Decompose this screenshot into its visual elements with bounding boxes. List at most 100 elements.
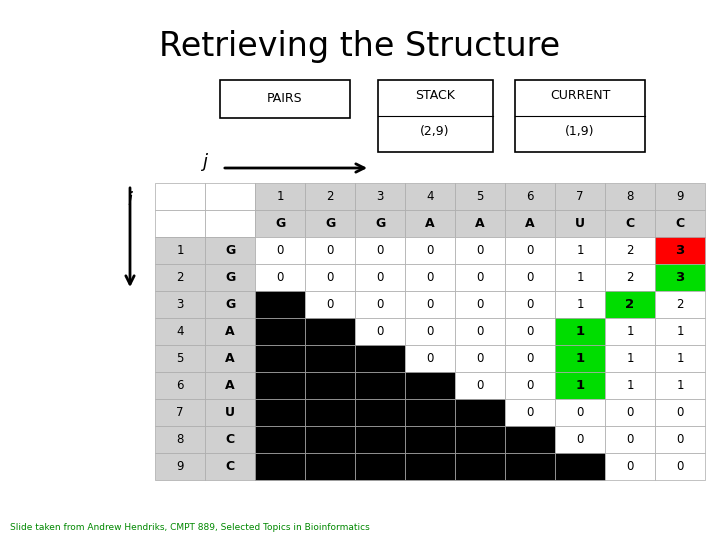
Text: 2: 2 — [626, 271, 634, 284]
Text: 0: 0 — [377, 271, 384, 284]
Bar — [205, 264, 255, 291]
Text: 0: 0 — [477, 325, 484, 338]
Bar — [155, 426, 205, 453]
Bar — [505, 291, 555, 318]
Bar — [555, 237, 605, 264]
Text: 0: 0 — [526, 406, 534, 419]
Bar — [655, 291, 705, 318]
Bar — [405, 372, 455, 399]
Bar — [355, 372, 405, 399]
Text: 0: 0 — [676, 406, 684, 419]
Bar — [405, 453, 455, 480]
Text: 0: 0 — [276, 244, 284, 257]
Bar — [555, 426, 605, 453]
Bar — [255, 453, 305, 480]
Text: 4: 4 — [426, 190, 433, 203]
Bar — [555, 399, 605, 426]
Bar — [155, 318, 205, 345]
Text: 2: 2 — [326, 190, 334, 203]
Bar — [405, 291, 455, 318]
Bar — [355, 237, 405, 264]
Text: 3: 3 — [377, 190, 384, 203]
Bar — [305, 237, 355, 264]
Text: A: A — [525, 217, 535, 230]
Text: 0: 0 — [626, 433, 634, 446]
Bar — [555, 210, 605, 237]
Bar — [605, 399, 655, 426]
Text: C: C — [675, 217, 685, 230]
Text: 0: 0 — [676, 433, 684, 446]
Text: 0: 0 — [426, 325, 433, 338]
Text: 5: 5 — [477, 190, 484, 203]
Text: 0: 0 — [377, 325, 384, 338]
Text: 0: 0 — [477, 271, 484, 284]
Text: 8: 8 — [626, 190, 634, 203]
Text: 1: 1 — [626, 379, 634, 392]
Bar — [255, 237, 305, 264]
Text: 3: 3 — [675, 244, 685, 257]
Text: 7: 7 — [176, 406, 184, 419]
Bar — [305, 453, 355, 480]
Bar — [555, 183, 605, 210]
Bar — [605, 453, 655, 480]
Bar — [305, 210, 355, 237]
Text: A: A — [475, 217, 485, 230]
Text: 0: 0 — [676, 460, 684, 473]
Text: A: A — [225, 379, 235, 392]
Bar — [505, 210, 555, 237]
Bar — [255, 210, 305, 237]
Bar — [155, 372, 205, 399]
Text: 1: 1 — [676, 379, 684, 392]
Text: G: G — [225, 271, 235, 284]
Bar — [405, 210, 455, 237]
Text: 2: 2 — [176, 271, 184, 284]
Bar — [605, 237, 655, 264]
Text: 0: 0 — [377, 298, 384, 311]
Bar — [205, 291, 255, 318]
Bar — [305, 426, 355, 453]
Text: U: U — [225, 406, 235, 419]
Bar — [305, 399, 355, 426]
Text: 7: 7 — [576, 190, 584, 203]
Text: 0: 0 — [526, 379, 534, 392]
Bar — [155, 399, 205, 426]
Text: 1: 1 — [676, 352, 684, 365]
Text: STACK: STACK — [415, 89, 455, 103]
Bar — [205, 237, 255, 264]
Bar — [255, 426, 305, 453]
Bar — [255, 183, 305, 210]
Text: 6: 6 — [176, 379, 184, 392]
Bar — [205, 372, 255, 399]
Text: 0: 0 — [526, 298, 534, 311]
Text: C: C — [225, 433, 235, 446]
Bar — [355, 210, 405, 237]
Bar — [505, 426, 555, 453]
Text: 1: 1 — [626, 352, 634, 365]
Bar — [505, 399, 555, 426]
Bar — [605, 291, 655, 318]
Bar — [605, 318, 655, 345]
Text: 0: 0 — [477, 298, 484, 311]
Text: G: G — [225, 244, 235, 257]
Text: i: i — [127, 191, 132, 209]
Text: (2,9): (2,9) — [420, 125, 450, 138]
Bar — [155, 237, 205, 264]
Bar — [355, 264, 405, 291]
Bar — [305, 318, 355, 345]
Bar — [505, 183, 555, 210]
Text: 4: 4 — [176, 325, 184, 338]
Text: 1: 1 — [575, 379, 585, 392]
Bar — [255, 264, 305, 291]
Bar — [405, 399, 455, 426]
Bar — [455, 426, 505, 453]
Text: 2: 2 — [676, 298, 684, 311]
Bar — [515, 80, 645, 152]
Bar — [505, 372, 555, 399]
Bar — [605, 183, 655, 210]
Text: 2: 2 — [626, 298, 634, 311]
Text: G: G — [225, 298, 235, 311]
Bar — [355, 291, 405, 318]
Bar — [655, 426, 705, 453]
Bar — [455, 210, 505, 237]
Bar — [455, 291, 505, 318]
